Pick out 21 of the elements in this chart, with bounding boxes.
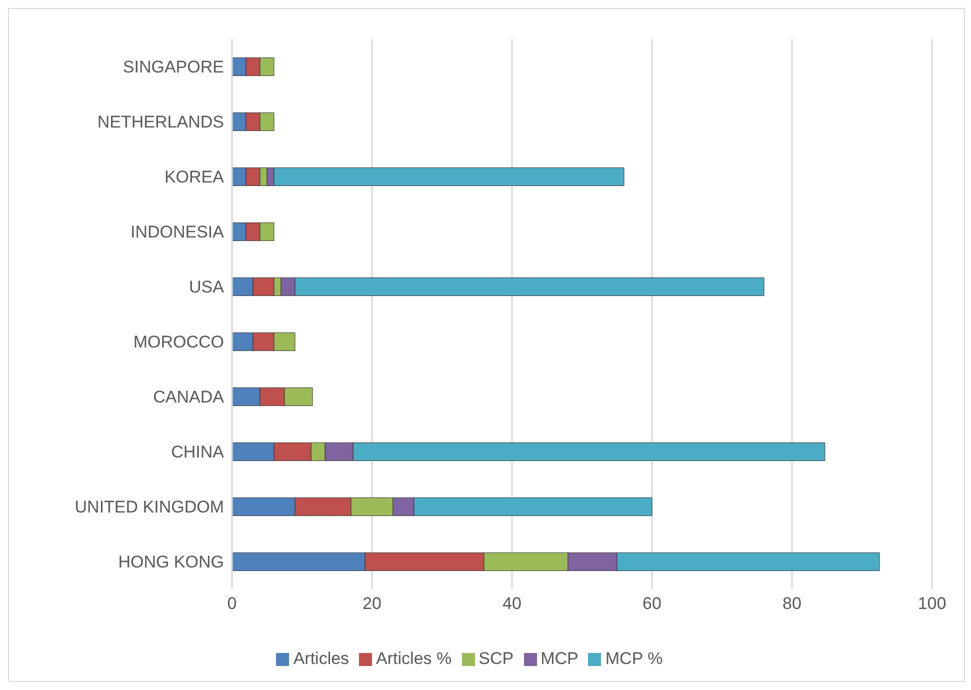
x-tick-label: 80	[782, 594, 802, 614]
y-tick-label: CHINA	[171, 442, 225, 462]
legend-label: Articles	[293, 649, 350, 668]
y-tick-label: CANADA	[153, 388, 225, 407]
x-tick-label: 0	[227, 594, 237, 614]
x-tick-label: 100	[918, 594, 946, 614]
y-tick-label: NETHERLANDS	[97, 112, 224, 132]
legend-label: Articles %	[376, 649, 452, 668]
y-tick-label: UNITED KINGDOM	[74, 498, 224, 517]
legend-label: MCP	[540, 649, 578, 668]
x-tick-label: 40	[502, 594, 522, 614]
y-tick-label: INDONESIA	[130, 222, 225, 242]
y-tick-label: KOREA	[164, 168, 225, 187]
y-tick-label: HONG KONG	[118, 552, 224, 572]
legend-label: SCP	[478, 649, 514, 668]
y-tick-label: USA	[189, 278, 225, 297]
legend-label: MCP %	[605, 649, 663, 668]
y-tick-label: SINGAPORE	[122, 58, 224, 77]
x-tick-label: 20	[362, 594, 382, 614]
x-tick-label: 60	[642, 594, 662, 614]
y-tick-label: MOROCCO	[133, 332, 224, 352]
